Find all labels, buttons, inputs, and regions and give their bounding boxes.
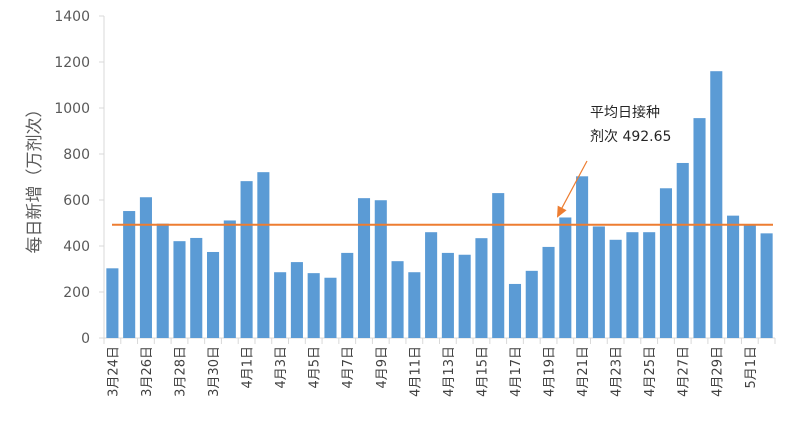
x-tick-label: 3月26日: [140, 346, 155, 397]
bar: [492, 193, 505, 338]
bars: [106, 71, 773, 339]
bar: [223, 220, 236, 338]
bar: [659, 188, 673, 338]
x-tick-label: 4月17日: [509, 346, 524, 397]
bar: [341, 252, 354, 338]
x-tick-label: 4月7日: [341, 346, 356, 389]
bar: [391, 261, 404, 338]
bar: [609, 239, 622, 338]
x-tick-label: 4月29日: [710, 346, 725, 397]
x-tick-label: 4月3日: [274, 346, 289, 389]
x-tick-label: 4月19日: [543, 346, 558, 397]
bar: [257, 172, 270, 338]
bar: [643, 232, 656, 338]
x-tick-label: 4月27日: [677, 346, 692, 397]
y-tick-label: 1200: [54, 55, 90, 71]
annotation-label-line2: 剂次 492.65: [590, 129, 671, 145]
x-tick-label: 3月24日: [106, 346, 121, 397]
bar: [425, 232, 438, 338]
bar: [190, 237, 203, 338]
bar: [206, 251, 220, 338]
annotation-arrow-head: [557, 205, 567, 218]
bar: [357, 198, 371, 338]
y-axis-ticks: 0 200 400 600 800 1000 1200 1400: [54, 9, 104, 347]
bar: [760, 233, 773, 338]
x-tick-label: 4月15日: [475, 346, 490, 397]
bar: [173, 241, 186, 338]
average-annotation: 平均日接种 剂次 492.65: [557, 104, 671, 218]
x-tick-label: 4月5日: [308, 346, 323, 389]
y-tick-label: 600: [63, 193, 90, 209]
bar: [324, 277, 337, 338]
x-tick-label: 5月1日: [744, 346, 759, 389]
bar: [693, 118, 706, 339]
bar: [458, 254, 471, 338]
bar: [542, 246, 555, 338]
bar: [123, 211, 136, 338]
x-axis-ticks: 3月24日 3月26日 3月28日 3月30日 4月1日 4月3日 4月5日 4月7日 4月9日…: [103, 338, 776, 397]
bar: [626, 232, 639, 338]
bar: [508, 283, 522, 338]
bar: [592, 226, 605, 338]
x-tick-label: 4月23日: [610, 346, 625, 397]
bar: [240, 181, 253, 338]
x-tick-label: 4月9日: [375, 346, 390, 389]
x-tick-label: 4月21日: [576, 346, 591, 397]
x-tick-label: 4月13日: [442, 346, 457, 397]
y-tick-label: 0: [81, 331, 90, 347]
bar: [307, 273, 320, 338]
bar: [727, 215, 740, 338]
annotation-arrow: [560, 160, 588, 210]
bar: [559, 217, 572, 338]
bar: [374, 200, 387, 338]
bar: [408, 272, 421, 338]
bar: [156, 223, 169, 338]
x-tick-label: 4月11日: [408, 346, 423, 397]
bar: [441, 252, 454, 338]
y-tick-label: 800: [63, 147, 90, 163]
bar: [290, 262, 303, 338]
y-axis-label: 每日新增（万剂次）: [25, 101, 45, 254]
bar: [743, 224, 756, 338]
y-tick-label: 1400: [54, 9, 90, 25]
x-tick-label: 4月25日: [643, 346, 658, 397]
x-tick-label: 3月28日: [173, 346, 188, 397]
y-tick-label: 400: [63, 239, 90, 255]
bar: [274, 272, 287, 338]
y-tick-label: 200: [63, 285, 90, 301]
bar: [106, 268, 119, 338]
bar: [139, 197, 152, 338]
x-tick-label: 4月1日: [241, 346, 256, 389]
y-tick-label: 1000: [54, 101, 90, 117]
bar: [525, 270, 538, 338]
bar: [475, 238, 488, 338]
bar: [676, 162, 689, 338]
bar: [710, 71, 723, 338]
x-tick-label: 3月30日: [207, 346, 222, 397]
bar: [576, 176, 589, 338]
annotation-label-line1: 平均日接种: [590, 104, 660, 121]
